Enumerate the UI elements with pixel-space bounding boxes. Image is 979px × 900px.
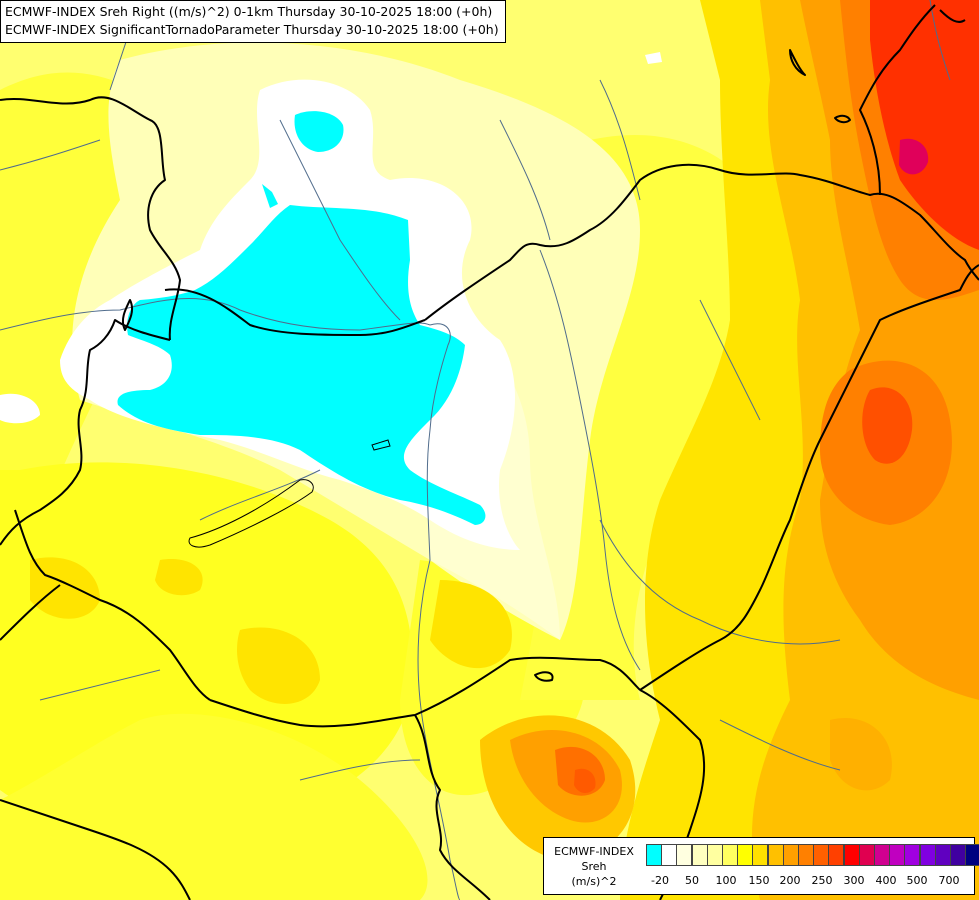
- legend-tick-label: 700: [938, 874, 960, 887]
- shading-red: [574, 0, 979, 794]
- legend-swatch: [965, 844, 979, 866]
- legend-swatch: [950, 844, 966, 866]
- legend-swatch: [737, 844, 754, 866]
- legend-source: ECMWF-INDEX: [554, 845, 634, 858]
- legend-swatch: [661, 844, 678, 866]
- legend-swatch: [813, 844, 830, 866]
- rivers: [0, 0, 951, 900]
- legend-swatch: [752, 844, 769, 866]
- legend-swatch: [934, 844, 951, 866]
- small-lake: [371, 439, 391, 451]
- legend-swatch: [843, 844, 860, 866]
- legend-swatch: [706, 844, 723, 866]
- legend-swatch: [858, 844, 875, 866]
- legend-parameter: Sreh: [581, 860, 607, 873]
- shading-cyan: [117, 111, 486, 525]
- legend-swatch: [828, 844, 845, 866]
- legend-swatch: [874, 844, 890, 866]
- legend-swatch: [782, 844, 799, 866]
- legend-swatch: [676, 844, 693, 866]
- legend-swatch: [919, 844, 936, 866]
- map-title-box: ECMWF-INDEX Sreh Right ((m/s)^2) 0-1km T…: [0, 0, 506, 43]
- title-line-sreh: ECMWF-INDEX Sreh Right ((m/s)^2) 0-1km T…: [5, 4, 493, 19]
- legend-tick-label: -20: [651, 874, 669, 887]
- legend-swatch: [646, 844, 662, 866]
- legend-tick-label: 250: [811, 874, 833, 887]
- title-line-stp: ECMWF-INDEX SignificantTornadoParameter …: [5, 22, 499, 37]
- legend-tick-label: 50: [685, 874, 699, 887]
- legend-swatch: [798, 844, 814, 866]
- lake-balaton: [188, 479, 314, 548]
- legend-tick-label: 400: [875, 874, 897, 887]
- legend-tick-label: 200: [779, 874, 801, 887]
- legend-tick-label: 100: [715, 874, 737, 887]
- legend-tick-label: 300: [843, 874, 865, 887]
- legend-swatch: [691, 844, 708, 866]
- legend-swatch: [722, 844, 738, 866]
- legend-swatch: [904, 844, 921, 866]
- legend-swatch: [767, 844, 784, 866]
- legend-tick-label: 150: [748, 874, 770, 887]
- color-legend: ECMWF-INDEX Sreh (m/s)^2 -20 50 100 150 200 2…: [543, 837, 979, 895]
- legend-tick-label: 500: [906, 874, 928, 887]
- legend-swatch: [889, 844, 906, 866]
- legend-unit: (m/s)^2: [571, 875, 617, 888]
- legend-label: ECMWF-INDEX Sreh (m/s)^2: [546, 844, 642, 889]
